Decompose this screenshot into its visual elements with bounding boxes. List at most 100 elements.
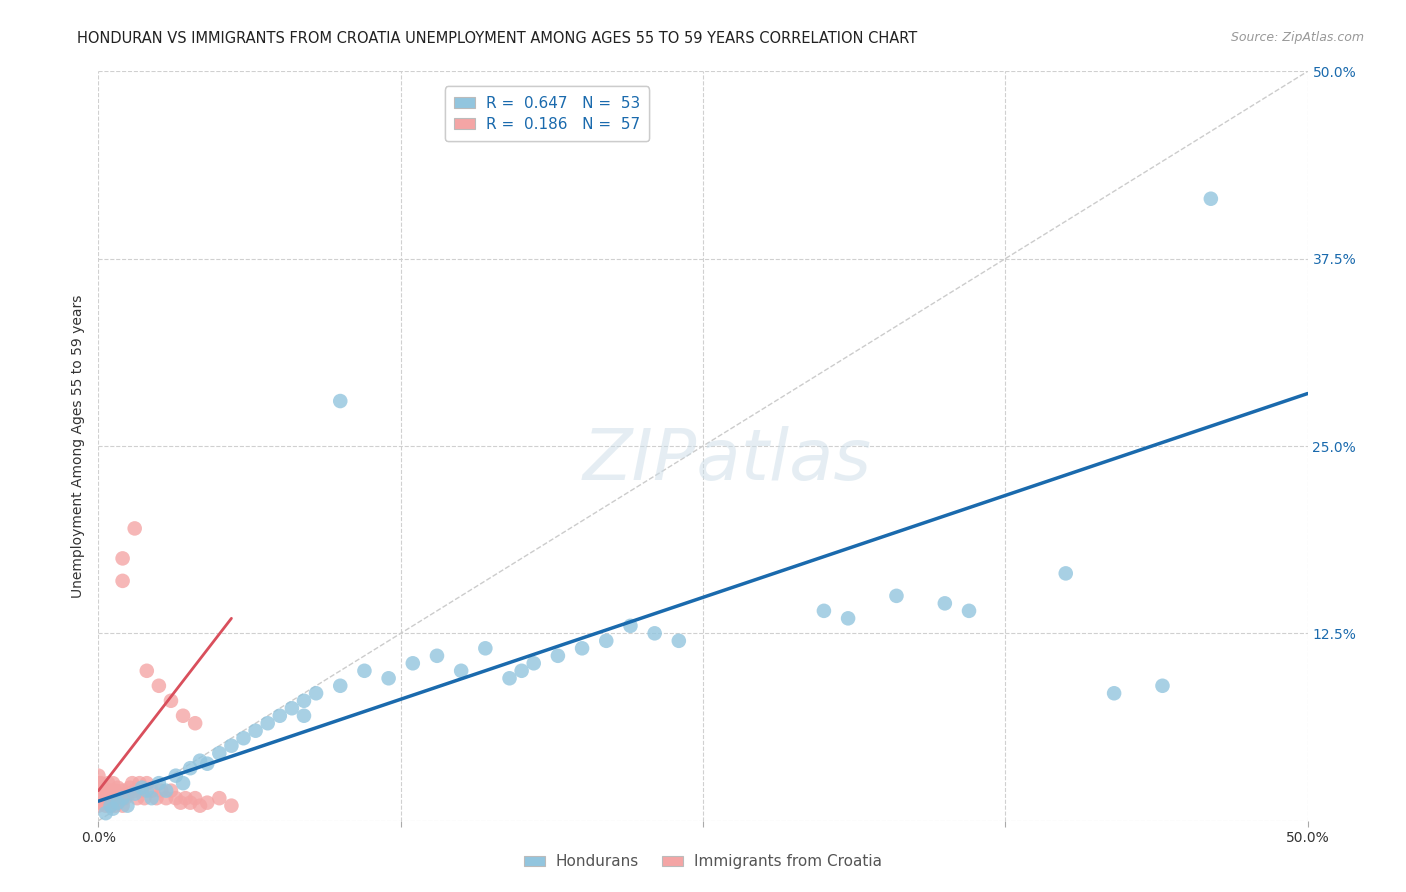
Point <box>131 783 153 797</box>
Point <box>160 783 183 797</box>
Y-axis label: Unemployment Among Ages 55 to 59 years: Unemployment Among Ages 55 to 59 years <box>72 294 86 598</box>
Point <box>117 787 139 801</box>
Point <box>305 686 328 700</box>
Point <box>111 551 134 566</box>
Point <box>87 798 110 813</box>
Point <box>97 791 120 805</box>
Point <box>131 780 153 795</box>
Point <box>208 746 231 760</box>
Point <box>124 787 146 801</box>
Point <box>135 664 157 678</box>
Point <box>195 756 218 771</box>
Point <box>474 641 496 656</box>
Point <box>426 648 449 663</box>
Point <box>94 798 117 813</box>
Point <box>292 694 315 708</box>
Point <box>150 783 173 797</box>
Text: ZIPatlas: ZIPatlas <box>582 426 872 495</box>
Point <box>94 783 117 797</box>
Point <box>118 780 141 795</box>
Point <box>111 798 134 813</box>
Point <box>124 783 146 797</box>
Point <box>498 671 520 685</box>
Point <box>107 780 129 795</box>
Legend: R =  0.647   N =  53, R =  0.186   N =  57: R = 0.647 N = 53, R = 0.186 N = 57 <box>444 87 650 141</box>
Point <box>90 776 112 790</box>
Point <box>155 791 177 805</box>
Point <box>179 796 201 810</box>
Point <box>245 723 267 738</box>
Point <box>104 783 127 797</box>
Point <box>97 776 120 790</box>
Point <box>957 604 980 618</box>
Point <box>155 783 177 797</box>
Point <box>353 664 375 678</box>
Point <box>111 574 134 588</box>
Point <box>148 679 170 693</box>
Legend: Hondurans, Immigrants from Croatia: Hondurans, Immigrants from Croatia <box>517 848 889 875</box>
Point <box>232 731 254 746</box>
Point <box>169 796 191 810</box>
Point <box>195 796 218 810</box>
Point <box>91 791 114 805</box>
Point <box>148 776 170 790</box>
Point <box>114 791 136 805</box>
Point <box>668 633 690 648</box>
Point <box>934 596 956 610</box>
Point <box>101 791 124 805</box>
Point <box>135 776 157 790</box>
Point <box>94 806 117 821</box>
Point <box>90 787 112 801</box>
Point <box>510 664 533 678</box>
Point <box>107 796 129 810</box>
Point <box>547 648 569 663</box>
Point <box>87 783 110 797</box>
Point <box>377 671 399 685</box>
Point <box>1102 686 1125 700</box>
Point <box>145 791 167 805</box>
Point <box>165 791 187 805</box>
Point <box>281 701 304 715</box>
Point <box>100 798 122 813</box>
Point <box>402 657 425 671</box>
Point <box>165 769 187 783</box>
Point <box>111 791 134 805</box>
Point <box>107 796 129 810</box>
Point <box>121 776 143 790</box>
Point <box>1199 192 1222 206</box>
Point <box>523 657 546 671</box>
Point <box>117 798 139 813</box>
Point <box>87 776 110 790</box>
Point <box>292 708 315 723</box>
Point <box>87 791 110 805</box>
Point <box>269 708 291 723</box>
Point <box>184 791 207 805</box>
Point <box>91 780 114 795</box>
Point <box>329 679 352 693</box>
Point <box>174 791 197 805</box>
Point <box>160 694 183 708</box>
Point <box>571 641 593 656</box>
Point <box>124 521 146 535</box>
Point <box>184 716 207 731</box>
Point <box>595 633 617 648</box>
Point <box>172 776 194 790</box>
Point <box>450 664 472 678</box>
Point <box>1152 679 1174 693</box>
Point <box>87 769 110 783</box>
Point <box>329 394 352 409</box>
Point <box>141 791 163 805</box>
Point <box>128 776 150 790</box>
Point <box>837 611 859 625</box>
Point <box>104 798 127 813</box>
Point <box>100 798 122 813</box>
Point <box>1054 566 1077 581</box>
Point <box>172 708 194 723</box>
Point <box>134 791 156 805</box>
Point <box>101 802 124 816</box>
Point <box>135 783 157 797</box>
Point <box>256 716 278 731</box>
Text: Source: ZipAtlas.com: Source: ZipAtlas.com <box>1230 31 1364 45</box>
Point <box>619 619 641 633</box>
Point <box>90 796 112 810</box>
